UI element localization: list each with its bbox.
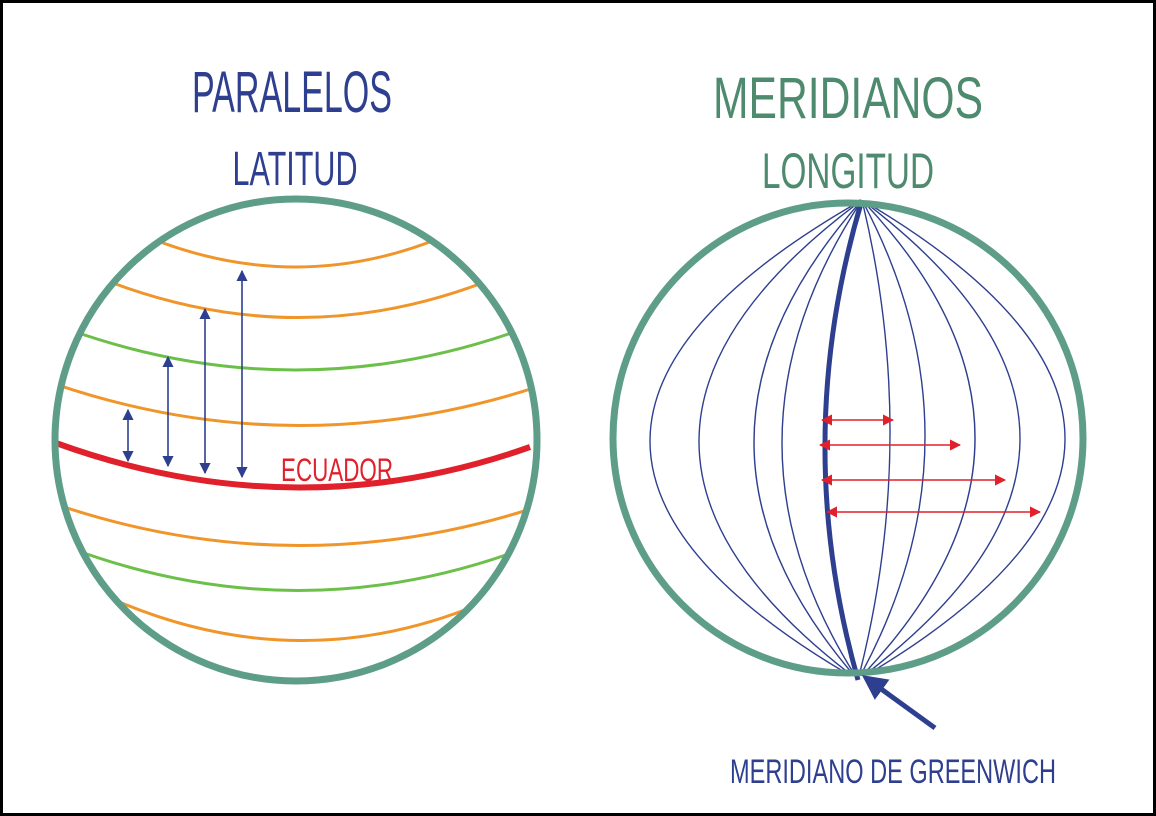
diagram: PARALELOS LATITUD ECUADOR MERIDIANOS LON… [0, 0, 1156, 816]
greenwich-label: MERIDIANO DE GREENWICH [730, 753, 1056, 791]
subtitle: LONGITUD [762, 143, 934, 199]
title: MERIDIANOS [713, 66, 983, 131]
title: PARALELOS [192, 60, 392, 125]
subtitle: LATITUD [233, 143, 358, 196]
equator-label: ECUADOR [281, 452, 393, 488]
page: PARALELOS LATITUD ECUADOR MERIDIANOS LON… [0, 0, 1156, 816]
